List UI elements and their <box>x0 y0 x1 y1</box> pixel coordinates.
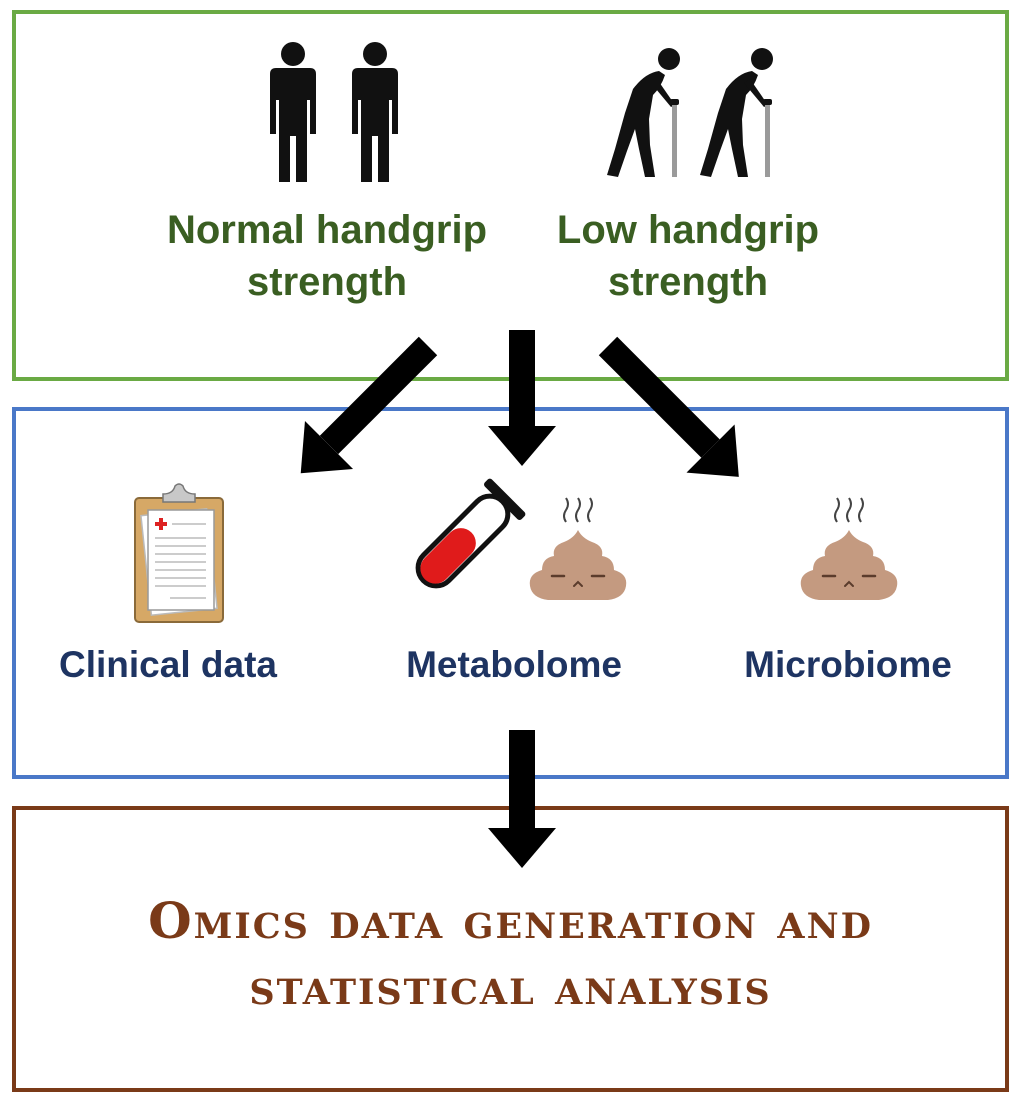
analysis-line1: Omics data generation and <box>148 891 873 950</box>
analysis-line2: statistical analysis <box>249 957 772 1016</box>
arrows-to-data <box>300 330 739 868</box>
stool-icon <box>799 496 899 602</box>
arrow-to-microbiome <box>598 336 739 477</box>
stool-icon <box>528 496 628 602</box>
low-handgrip-line2: strength <box>608 260 768 304</box>
standing-people-icon <box>270 42 398 182</box>
clipboard-icon <box>134 483 224 623</box>
normal-handgrip-line2: strength <box>247 260 407 304</box>
analysis-label: Omics data generation and statistical an… <box>12 888 1009 1020</box>
clinical-data-label: Clinical data <box>59 644 277 685</box>
normal-handgrip-label: Normal handgrip strength <box>117 204 537 308</box>
arrow-to-clinical <box>300 336 438 474</box>
normal-handgrip-line1: Normal handgrip <box>166 208 488 252</box>
metabolome-label: Metabolome <box>406 644 622 685</box>
microbiome-label: Microbiome <box>744 644 952 685</box>
arrow-to-metabolome <box>488 330 556 466</box>
low-handgrip-line1: Low handgrip <box>556 208 820 252</box>
elderly-with-cane-icon <box>607 48 773 177</box>
low-handgrip-label: Low handgrip strength <box>478 204 898 308</box>
group-panel <box>12 10 1009 381</box>
blood-tube-icon <box>415 478 526 589</box>
arrow-to-analysis <box>488 730 556 868</box>
